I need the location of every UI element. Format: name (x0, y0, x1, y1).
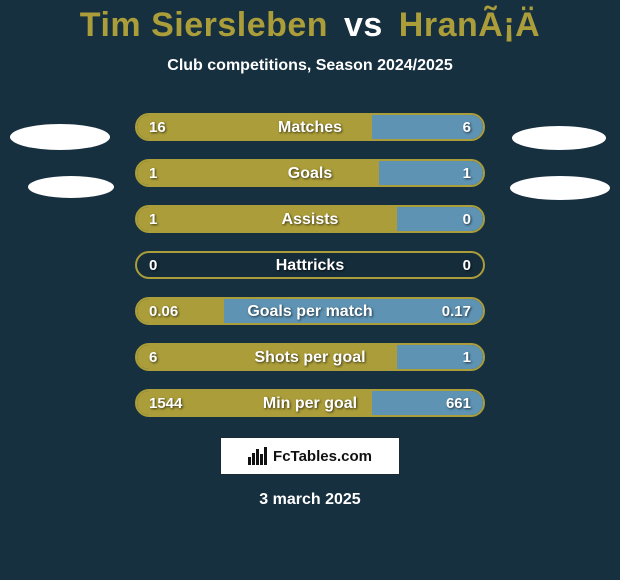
stat-row: 1544661Min per goal (135, 389, 485, 417)
stat-row: 10Assists (135, 205, 485, 233)
stat-label: Assists (137, 207, 483, 233)
stat-row: 166Matches (135, 113, 485, 141)
stat-label: Goals (137, 161, 483, 187)
comparison-chart: 166Matches 11Goals 10Assists 00Hattricks 0.0… (0, 113, 620, 417)
vs-label: vs (344, 6, 383, 44)
brand-badge: FcTables.com (220, 437, 400, 475)
stat-label: Goals per match (137, 299, 483, 325)
player1-name: Tim Siersleben (80, 6, 328, 44)
stat-label: Min per goal (137, 391, 483, 417)
stat-label: Hattricks (137, 253, 483, 279)
stat-row: 00Hattricks (135, 251, 485, 279)
bar-chart-icon (248, 447, 268, 465)
stat-row: 61Shots per goal (135, 343, 485, 371)
brand-text: FcTables.com (273, 448, 372, 465)
stat-label: Shots per goal (137, 345, 483, 371)
stat-label: Matches (137, 115, 483, 141)
page-title: Tim Siersleben vs HranÃ¡Ä (0, 0, 620, 45)
date-label: 3 march 2025 (0, 491, 620, 509)
player2-name: HranÃ¡Ä (399, 6, 540, 44)
stat-row: 0.060.17Goals per match (135, 297, 485, 325)
subtitle: Club competitions, Season 2024/2025 (0, 57, 620, 75)
stat-row: 11Goals (135, 159, 485, 187)
